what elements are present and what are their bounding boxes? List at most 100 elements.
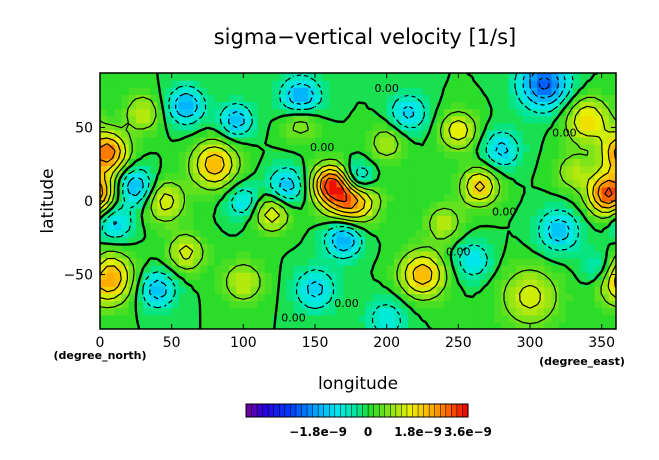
heatmap-cell [401, 236, 409, 245]
heatmap-cell [100, 265, 108, 273]
heatmap-cell [214, 243, 223, 252]
heatmap-cell [587, 165, 596, 174]
heatmap-cell [444, 179, 452, 188]
heatmap-cell [343, 122, 352, 131]
heatmap-cell [264, 158, 273, 167]
heatmap-cell [100, 137, 108, 145]
heatmap-cell [350, 158, 359, 167]
heatmap-cell [393, 87, 402, 95]
heatmap-cell [558, 272, 567, 280]
heatmap-cell [300, 80, 309, 88]
heatmap-cell [329, 94, 338, 103]
heatmap-cell [415, 222, 424, 231]
heatmap-cell [487, 300, 495, 309]
heatmap-cell [429, 201, 438, 209]
heatmap-cell [107, 158, 115, 167]
heatmap-cell [100, 307, 108, 316]
heatmap-cell [143, 129, 151, 138]
heatmap-cell [243, 279, 252, 287]
heatmap-cell [601, 129, 610, 138]
heatmap-cell [150, 158, 158, 167]
heatmap-cell [508, 265, 517, 273]
heatmap-cell [121, 87, 130, 95]
heatmap-cell [322, 129, 330, 138]
heatmap-cell [379, 321, 388, 329]
heatmap-cell [429, 236, 438, 245]
heatmap-cell [401, 151, 409, 159]
heatmap-cell [307, 229, 316, 238]
heatmap-cell [336, 115, 345, 124]
heatmap-cell [178, 286, 187, 295]
heatmap-cell [587, 300, 596, 309]
heatmap-cell [558, 229, 567, 238]
heatmap-cell [544, 193, 553, 202]
heatmap-cell [114, 286, 123, 295]
heatmap-cell [487, 229, 495, 238]
heatmap-cell [193, 321, 201, 329]
heatmap-cell [558, 236, 567, 245]
heatmap-cell [580, 272, 588, 280]
colorbar-swatch [317, 403, 325, 418]
heatmap-cell [530, 115, 538, 124]
heatmap-cell [608, 215, 616, 223]
heatmap-cell [408, 250, 416, 259]
heatmap-cell [551, 129, 560, 138]
heatmap-cell [135, 307, 144, 316]
heatmap-cell [594, 101, 603, 110]
heatmap-cell [558, 286, 567, 295]
heatmap-cell [358, 137, 366, 145]
heatmap-cell [322, 158, 330, 167]
heatmap-cell [594, 158, 603, 167]
heatmap-cell [135, 293, 144, 302]
heatmap-cell [143, 172, 151, 181]
heatmap-cell [537, 272, 545, 280]
heatmap-cell [580, 229, 588, 238]
contour-label: 0.00 [374, 82, 399, 95]
heatmap-cell [250, 87, 259, 95]
heatmap-cell [329, 279, 338, 287]
heatmap-cell [358, 80, 366, 88]
heatmap-cell [558, 80, 567, 88]
heatmap-cell [107, 137, 115, 145]
heatmap-cell [558, 122, 567, 131]
heatmap-cell [186, 215, 194, 223]
heatmap-cell [372, 272, 381, 280]
heatmap-cell [214, 307, 223, 316]
heatmap-cell [587, 179, 596, 188]
heatmap-cell [365, 115, 373, 124]
heatmap-cell [343, 250, 352, 259]
heatmap-cell [171, 215, 180, 223]
heatmap-cell [307, 321, 316, 329]
heatmap-cell [515, 73, 524, 81]
heatmap-cell [186, 222, 194, 231]
heatmap-cell [358, 307, 366, 316]
heatmap-cell [551, 321, 560, 329]
heatmap-cell [279, 165, 287, 174]
heatmap-cell [544, 293, 553, 302]
heatmap-cell [573, 314, 581, 323]
heatmap-cell [257, 321, 266, 329]
heatmap-cell [343, 129, 352, 138]
heatmap-cell [465, 151, 474, 159]
heatmap-cell [451, 236, 459, 245]
heatmap-cell [200, 222, 209, 231]
heatmap-cell [537, 193, 545, 202]
heatmap-cell [587, 158, 596, 167]
heatmap-cell [558, 115, 567, 124]
heatmap-cell [487, 215, 495, 223]
heatmap-cell [200, 215, 209, 223]
heatmap-cell [279, 186, 287, 195]
heatmap-cell [257, 94, 266, 103]
heatmap-cell [558, 165, 567, 174]
heatmap-cell [386, 122, 395, 131]
heatmap-cell [573, 108, 581, 117]
colorbar-labels: −1.8e−9 0 1.8e−9 3.6e−9 [289, 425, 492, 439]
heatmap-cell [386, 186, 395, 195]
heatmap-cell [601, 108, 610, 117]
heatmap-cell [551, 94, 560, 103]
heatmap-cell [150, 151, 158, 159]
contour-label: 0.00 [446, 245, 471, 258]
heatmap-cell [243, 87, 252, 95]
heatmap-cell [178, 73, 187, 81]
heatmap-cell [229, 101, 237, 110]
